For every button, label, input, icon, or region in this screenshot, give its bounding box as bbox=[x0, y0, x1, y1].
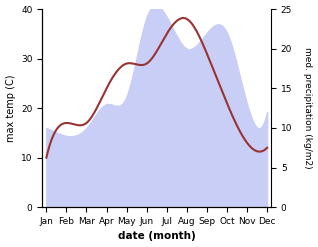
Y-axis label: med. precipitation (kg/m2): med. precipitation (kg/m2) bbox=[303, 47, 313, 169]
Y-axis label: max temp (C): max temp (C) bbox=[5, 74, 16, 142]
X-axis label: date (month): date (month) bbox=[118, 231, 196, 242]
